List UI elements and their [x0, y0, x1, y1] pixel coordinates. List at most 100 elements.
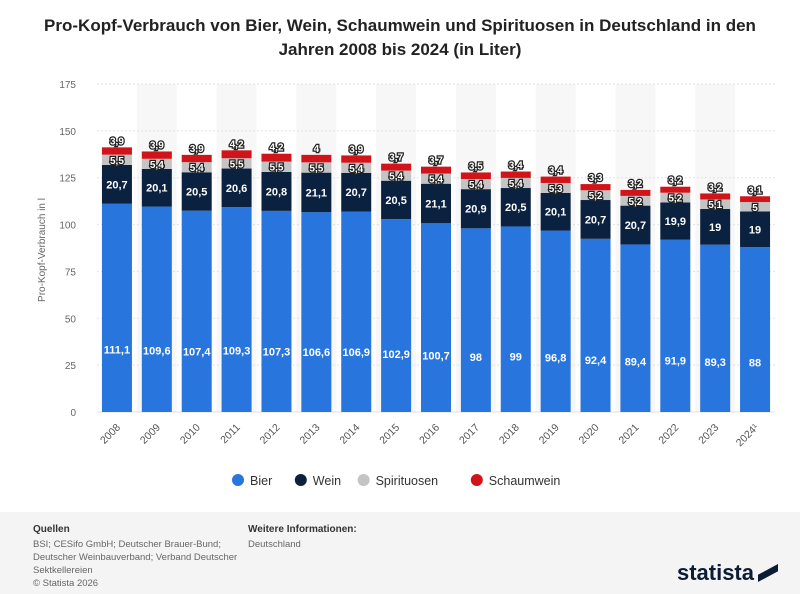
data-label: 5,4 [389, 172, 403, 183]
chart-title: Pro-Kopf-Verbrauch von Bier, Wein, Schau… [44, 16, 756, 59]
data-label: 3,7 [389, 153, 403, 164]
data-label: 98 [470, 352, 482, 364]
bar-spirituosen [500, 177, 531, 189]
bar-schaumwein [660, 186, 691, 193]
data-label: 5,4 [349, 164, 363, 175]
data-label: 102,9 [382, 349, 410, 361]
data-label: 109,6 [143, 345, 171, 357]
data-label: 5,5 [270, 163, 284, 174]
x-tick-label: 2016 [417, 422, 442, 447]
y-tick-label: 100 [59, 221, 76, 232]
x-tick-label: 2012 [258, 422, 283, 447]
data-label: 5,5 [309, 163, 323, 174]
bar-schaumwein [341, 155, 372, 163]
bar-spirituosen [421, 173, 451, 184]
logo-text: statista [676, 560, 754, 585]
bar-wein [261, 171, 292, 211]
x-tick-label: 2019 [537, 422, 562, 447]
data-label: 19 [749, 224, 761, 236]
data-label: 20,5 [385, 195, 406, 207]
data-label: 91,9 [665, 355, 686, 367]
data-label: 21,1 [425, 198, 446, 210]
bar-bier [620, 244, 651, 412]
legend-marker-bier [232, 474, 244, 486]
data-label: 88 [749, 358, 761, 370]
bar-schaumwein [460, 172, 491, 180]
bar-schaumwein [500, 171, 531, 178]
data-label: 20,1 [545, 207, 566, 219]
bar-spirituosen [261, 161, 292, 172]
y-tick-label: 150 [59, 127, 76, 138]
y-tick-label: 75 [65, 267, 77, 278]
bar-schaumwein [141, 151, 172, 159]
bar-bier [261, 210, 292, 412]
copyright: © Statista 2026 [33, 578, 99, 589]
data-label: 5,4 [150, 160, 164, 171]
bar-wein [381, 180, 412, 220]
bar-wein [421, 183, 451, 224]
data-label: 107,3 [263, 347, 291, 359]
x-tick-label: 2014 [337, 422, 362, 447]
y-tick-label: 50 [65, 314, 77, 325]
data-label: 5,5 [110, 156, 124, 167]
bar-spirituosen [341, 162, 372, 173]
x-tick-label: 2017 [457, 422, 482, 447]
bar-bier [500, 226, 531, 412]
bar-spirituosen [700, 199, 731, 210]
data-label: 5,2 [589, 191, 603, 202]
bar-wein [540, 192, 571, 231]
x-tick-label: 2015 [377, 422, 402, 447]
bar-wein [660, 202, 691, 240]
bar-bier [700, 244, 731, 412]
data-label: 3,9 [349, 144, 363, 155]
data-label: 21,1 [306, 187, 327, 199]
data-label: 3,7 [429, 156, 443, 167]
bar-wein [460, 189, 491, 229]
data-label: 20,7 [346, 187, 367, 199]
bar-bier [301, 212, 332, 412]
x-tick-label: 2021 [617, 422, 642, 447]
x-tick-label: 2013 [297, 422, 322, 447]
bar-schaumwein [381, 163, 412, 171]
data-label: 5,5 [230, 159, 244, 170]
bar-schaumwein [580, 184, 611, 191]
x-tick-label: 2020 [577, 422, 602, 447]
data-label: 3,5 [469, 161, 483, 172]
data-label: 20,7 [625, 220, 646, 232]
data-label: 100,7 [422, 350, 450, 362]
data-label: 111,1 [104, 345, 130, 357]
y-axis-label: Pro-Kopf-Verbrauch in l [37, 198, 48, 302]
data-label: 19 [709, 222, 721, 234]
footer: Quellen BSI; CESifo GmbH; Deutscher Brau… [0, 512, 800, 594]
bar-bier [101, 203, 132, 412]
bar-bier [540, 230, 571, 412]
bar-bier [341, 211, 372, 412]
data-label: 3,9 [190, 144, 204, 155]
bar-spirituosen [460, 179, 491, 190]
bar-bier [141, 206, 172, 412]
data-label: 89,3 [704, 357, 725, 369]
bar-wein [101, 164, 132, 204]
bar-bier [740, 247, 771, 412]
bar-schaumwein [101, 147, 132, 155]
bar-spirituosen [101, 154, 132, 165]
data-label: 20,9 [465, 204, 486, 216]
bar-schaumwein [700, 193, 731, 200]
data-label: 3,9 [110, 136, 124, 147]
data-label: 96,8 [545, 353, 566, 365]
data-label: 20,5 [186, 186, 207, 198]
data-label: 3,2 [708, 182, 722, 193]
bar-wein [221, 168, 252, 208]
data-label: 99 [510, 351, 522, 363]
data-label: 3,2 [668, 176, 682, 187]
info-text: Deutschland [248, 539, 301, 550]
x-tick-label: 2023 [696, 422, 721, 447]
bar-wein [341, 172, 372, 212]
legend-marker-spirituosen [357, 474, 370, 486]
data-label: 20,6 [226, 183, 247, 195]
bar-spirituosen [221, 158, 252, 169]
bar-schaumwein [421, 166, 451, 174]
bar-spirituosen [141, 158, 172, 169]
legend-label: Wein [313, 474, 341, 488]
info-heading: Weitere Informationen: [248, 524, 357, 535]
